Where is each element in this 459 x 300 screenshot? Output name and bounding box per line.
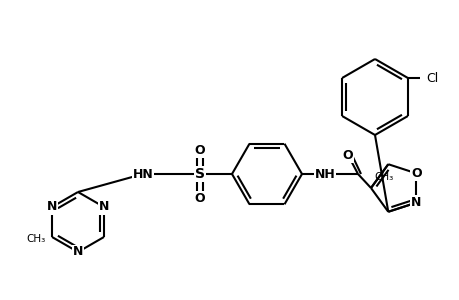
Text: O: O [194, 143, 205, 157]
Text: O: O [194, 191, 205, 205]
Text: NH: NH [314, 167, 335, 181]
Text: O: O [342, 148, 353, 161]
Text: Cl: Cl [425, 71, 437, 85]
Text: HN: HN [132, 167, 153, 181]
Text: S: S [195, 167, 205, 181]
Text: O: O [410, 167, 420, 180]
Text: N: N [410, 196, 420, 209]
Text: N: N [73, 245, 83, 259]
Text: N: N [99, 200, 109, 214]
Text: CH₃: CH₃ [27, 234, 46, 244]
Text: N: N [47, 200, 57, 214]
Text: CH₃: CH₃ [374, 172, 393, 182]
